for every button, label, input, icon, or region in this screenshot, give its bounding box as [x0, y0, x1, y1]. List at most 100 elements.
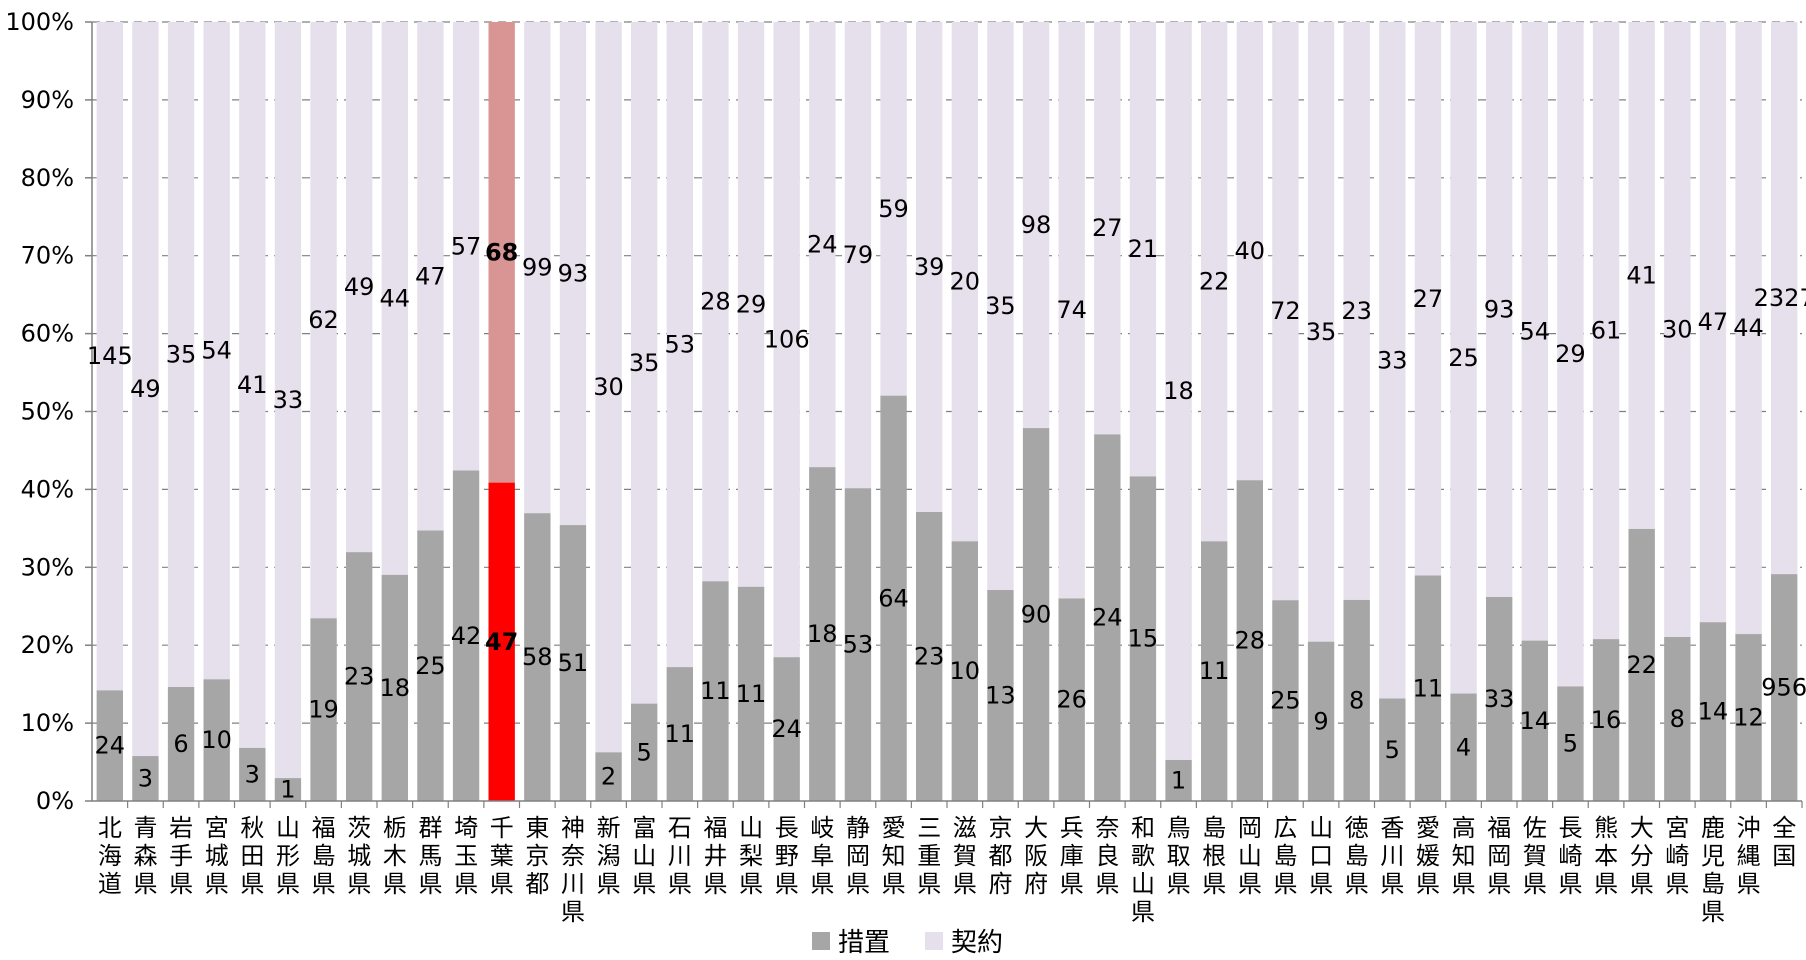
legend-swatch-sochi [812, 932, 830, 950]
data-label-keiyaku: 93 [558, 260, 589, 288]
bar-sochi [1592, 639, 1620, 801]
bar-sochi [1628, 528, 1655, 801]
bar-sochi [631, 703, 658, 801]
data-label-sochi: 11 [665, 720, 696, 748]
category-label: 和歌山県 [1131, 814, 1155, 926]
legend-swatch-keiyaku [925, 932, 943, 950]
bar-sochi [1058, 598, 1085, 801]
category-label: 青森県 [133, 814, 157, 898]
data-label-sochi: 11 [1413, 674, 1444, 702]
data-label-sochi: 58 [522, 643, 553, 671]
bar-keiyaku [203, 22, 230, 680]
data-label-keiyaku: 25 [1448, 344, 1479, 372]
y-tick-label: 100% [5, 8, 74, 36]
bar-keiyaku [666, 22, 693, 668]
category-label: 三重県 [917, 814, 941, 898]
data-label-sochi: 10 [201, 726, 232, 754]
bar-keiyaku [1414, 22, 1442, 576]
y-tick-label: 50% [21, 398, 74, 426]
data-label-sochi: 5 [1563, 730, 1578, 758]
data-label-sochi: 47 [485, 628, 518, 656]
bar-keiyaku [987, 22, 1014, 591]
data-label-sochi: 10 [950, 657, 981, 685]
category-label: 福井県 [703, 814, 727, 898]
data-label-sochi: 3 [138, 765, 153, 793]
data-label-sochi: 3 [245, 760, 260, 788]
data-label-sochi: 9 [1313, 707, 1328, 735]
bar-keiyaku [1664, 22, 1691, 637]
bar-sochi [452, 470, 480, 801]
bar-sochi [1486, 596, 1513, 801]
category-label: 北海道 [98, 814, 122, 898]
data-label-keiyaku: 53 [665, 331, 696, 359]
data-label-sochi: 956 [1761, 674, 1806, 702]
bar-sochi [666, 667, 693, 801]
data-label-keiyaku: 99 [522, 254, 553, 282]
data-label-sochi: 22 [1626, 651, 1657, 679]
bar-keiyaku [381, 22, 408, 575]
data-label-keiyaku: 68 [485, 238, 518, 266]
data-label-keiyaku: 35 [1306, 318, 1337, 346]
bar-keiyaku [310, 22, 337, 619]
data-label-keiyaku: 49 [344, 273, 375, 301]
bar-keiyaku [1699, 22, 1727, 623]
legend-label-sochi: 措置 [838, 928, 890, 958]
bar-sochi [346, 552, 373, 801]
data-label-sochi: 24 [771, 715, 802, 743]
data-label-sochi: 6 [173, 730, 188, 758]
bar-sochi [1414, 575, 1442, 801]
bar-sochi [1201, 541, 1228, 801]
category-label: 埼玉県 [454, 814, 478, 898]
data-label-sochi: 12 [1733, 704, 1764, 732]
category-label: 広島県 [1273, 814, 1297, 898]
bar-sochi [987, 590, 1014, 801]
bar-sochi [310, 618, 337, 801]
category-label: 富山県 [632, 814, 656, 898]
data-label-keiyaku: 23 [1341, 297, 1372, 325]
data-label-sochi: 1 [1171, 767, 1186, 795]
data-label-keiyaku: 21 [1128, 235, 1159, 263]
y-tick-label: 90% [21, 86, 74, 114]
data-label-keiyaku: 47 [415, 262, 446, 290]
category-label: 石川県 [668, 814, 692, 898]
bar-keiyaku [417, 22, 444, 531]
data-label-sochi: 23 [344, 663, 375, 691]
bar-sochi [1557, 686, 1584, 801]
bar-keiyaku [1272, 22, 1299, 601]
bar-keiyaku [1094, 22, 1121, 435]
data-label-keiyaku: 44 [1733, 314, 1764, 342]
category-label: 京都府 [988, 814, 1012, 898]
data-label-keiyaku: 27 [1092, 214, 1123, 242]
data-label-keiyaku: 39 [914, 253, 945, 281]
data-label-sochi: 18 [380, 674, 411, 702]
bar-sochi [1343, 599, 1370, 801]
y-tick-label: 40% [21, 475, 74, 503]
bar-sochi [381, 574, 408, 801]
bar-keiyaku [132, 22, 159, 757]
category-label: 山形県 [276, 814, 300, 898]
bar-keiyaku [1450, 22, 1477, 694]
bar-sochi [1094, 434, 1121, 801]
category-label: 大分県 [1630, 814, 1654, 898]
bar-sochi [274, 778, 302, 801]
bar-keiyaku [809, 22, 836, 468]
data-label-sochi: 11 [1199, 657, 1230, 685]
bar-sochi [1236, 480, 1263, 801]
data-label-keiyaku: 49 [130, 375, 161, 403]
category-label: 秋田県 [240, 814, 264, 898]
bar-keiyaku [239, 22, 266, 748]
y-tick-label: 10% [21, 709, 74, 737]
bar-sochi [1521, 640, 1548, 801]
bar-keiyaku [346, 22, 373, 553]
category-label: 兵庫県 [1060, 814, 1084, 898]
bar-keiyaku [1201, 22, 1228, 542]
bar-sochi [1022, 428, 1050, 801]
bar-keiyaku [880, 22, 907, 396]
data-label-keiyaku: 145 [87, 342, 133, 370]
category-label: 岩手県 [169, 814, 193, 898]
bar-sochi [132, 756, 159, 801]
category-label: 千葉県 [490, 814, 514, 898]
category-label: 佐賀県 [1523, 814, 1547, 898]
data-label-keiyaku: 33 [273, 386, 304, 414]
data-label-sochi: 33 [1484, 685, 1515, 713]
